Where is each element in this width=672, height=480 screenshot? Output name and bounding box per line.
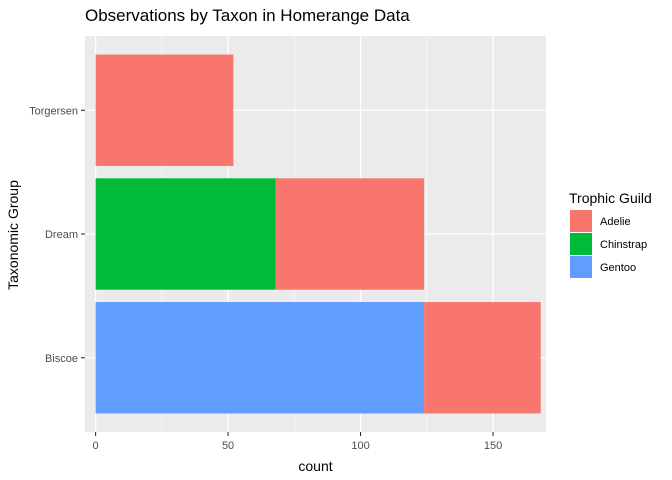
x-axis: 0 50 100 150 — [93, 432, 502, 452]
legend-label-adelie: Adelie — [600, 216, 631, 228]
x-tick-label: 50 — [222, 440, 234, 452]
y-axis: Biscoe Dream Torgersen — [29, 105, 85, 365]
bar-dream-chinstrap — [95, 178, 276, 290]
x-axis-title: count — [298, 458, 332, 474]
legend-label-gentoo: Gentoo — [600, 262, 636, 274]
bar-torgersen-adelie — [95, 54, 234, 166]
bar-dream-adelie — [275, 178, 425, 290]
legend: Trophic Guild Adelie Chinstrap Gentoo — [569, 190, 652, 278]
legend-key-gentoo — [570, 256, 592, 278]
y-tick-label: Dream — [45, 229, 78, 241]
x-tick-label: 150 — [484, 440, 502, 452]
bar-biscoe-gentoo — [95, 302, 425, 414]
bar-biscoe-adelie — [424, 302, 541, 414]
y-tick-label: Biscoe — [45, 353, 78, 365]
legend-key-chinstrap — [570, 233, 592, 255]
legend-label-chinstrap: Chinstrap — [600, 239, 647, 251]
legend-title: Trophic Guild — [569, 190, 652, 206]
x-tick-label: 0 — [93, 440, 99, 452]
x-tick-label: 100 — [351, 440, 369, 452]
y-axis-title: Taxonomic Group — [5, 180, 21, 290]
bars-group — [95, 54, 541, 414]
chart-title: Observations by Taxon in Homerange Data — [85, 6, 410, 25]
legend-key-adelie — [570, 210, 592, 232]
y-tick-label: Torgersen — [29, 105, 78, 117]
